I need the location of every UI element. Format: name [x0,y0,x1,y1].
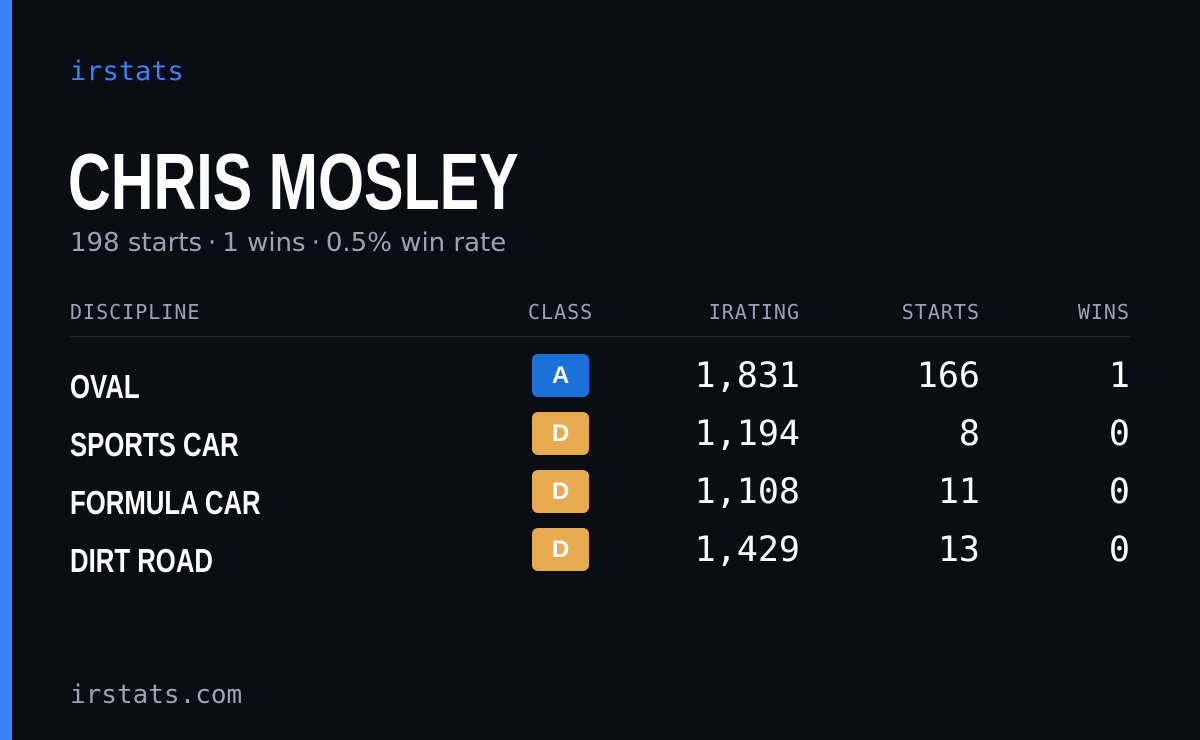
wins-value: 0 [1108,414,1130,454]
wins-value: 0 [1108,530,1130,570]
irating-value: 1,108 [694,472,800,512]
separator: · [311,228,320,258]
table-row: DIRT ROAD D 1,429 13 0 [70,528,1130,586]
column-header-discipline: DISCIPLINE [70,300,201,324]
irating-value: 1,831 [694,356,800,396]
starts-value: 166 [916,356,980,396]
column-header-irating: IRATING [708,300,800,324]
starts-value: 13 [937,530,980,570]
accent-bar [0,0,12,740]
column-header-class: CLASS [528,300,594,324]
column-header-wins: WINS [1077,300,1130,324]
column-header-starts: STARTS [901,300,980,324]
discipline-name: FORMULA CAR [70,484,261,521]
table-row: FORMULA CAR D 1,108 11 0 [70,470,1130,528]
license-class-badge: D [532,412,589,455]
player-summary: 198 starts · 1 wins · 0.5% win rate [70,228,506,258]
brand-logo[interactable]: irstats [70,56,184,87]
player-name: CHRIS MOSLEY [68,137,519,226]
license-table: DISCIPLINE CLASS IRATING STARTS WINS OVA… [70,296,1130,579]
footer-url[interactable]: irstats.com [70,680,243,710]
starts-summary: 198 starts [70,228,202,258]
wins-value: 1 [1108,356,1130,396]
win-rate-summary: 0.5% win rate [325,228,507,258]
discipline-name: DIRT ROAD [70,542,213,579]
table-header: DISCIPLINE CLASS IRATING STARTS WINS [70,296,1130,337]
license-class-badge: D [532,470,589,513]
license-class-badge: D [532,528,589,571]
table-row: SPORTS CAR D 1,194 8 0 [70,412,1130,470]
wins-summary: 1 wins [222,228,306,258]
discipline-name: OVAL [70,368,140,405]
irating-value: 1,194 [694,414,800,454]
starts-value: 11 [937,472,980,512]
discipline-name: SPORTS CAR [70,426,239,463]
starts-value: 8 [958,414,980,454]
separator: · [208,228,217,258]
license-class-badge: A [532,354,589,397]
wins-value: 0 [1108,472,1130,512]
irating-value: 1,429 [694,530,800,570]
table-row: OVAL A 1,831 166 1 [70,354,1130,412]
